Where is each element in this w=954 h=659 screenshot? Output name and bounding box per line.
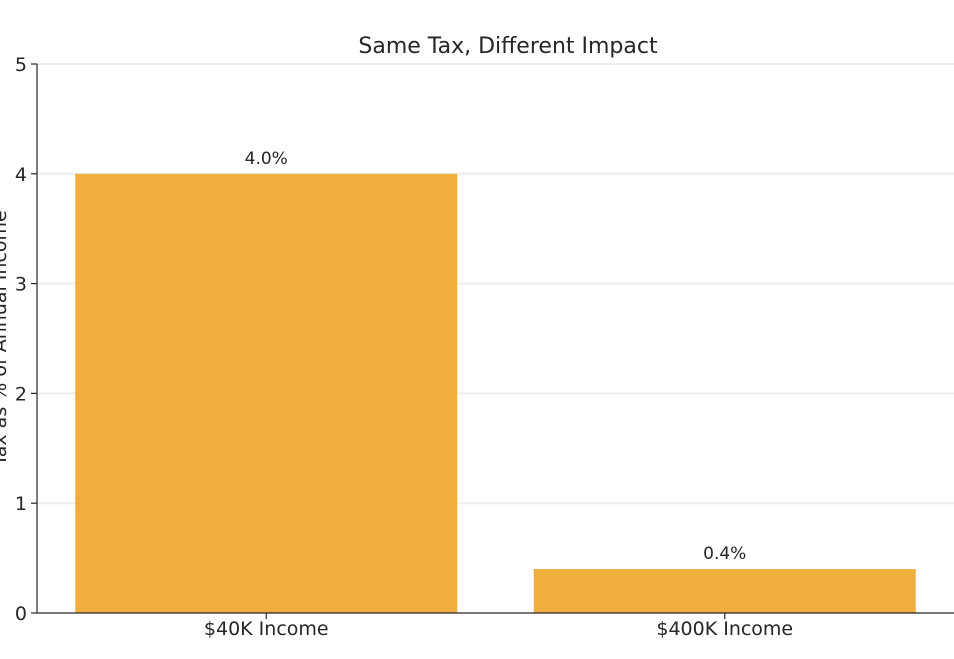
bar [533, 569, 916, 613]
y-tick-label: 0 [15, 603, 27, 625]
x-tick-label: $400K Income [656, 618, 793, 640]
data-labels: 4.0% 0.4% [245, 149, 747, 564]
y-tick-label: 1 [15, 493, 27, 515]
y-tick-label: 3 [15, 274, 27, 296]
y-axis-label: Tax as % of Annual Income [0, 210, 11, 466]
y-tick-label: 5 [15, 54, 27, 76]
axes [36, 64, 954, 614]
bar [75, 173, 458, 614]
data-label: 0.4% [703, 544, 746, 564]
chart-title: Same Tax, Different Impact [358, 34, 658, 59]
y-tick-label: 4 [15, 164, 27, 186]
x-ticks: $40K Income $400K Income [204, 613, 793, 640]
x-tick-label: $40K Income [204, 618, 329, 640]
y-tick-label: 2 [15, 383, 27, 405]
data-label: 4.0% [245, 149, 288, 169]
bars [75, 173, 916, 614]
y-ticks: 0 1 2 3 4 5 [15, 54, 37, 625]
